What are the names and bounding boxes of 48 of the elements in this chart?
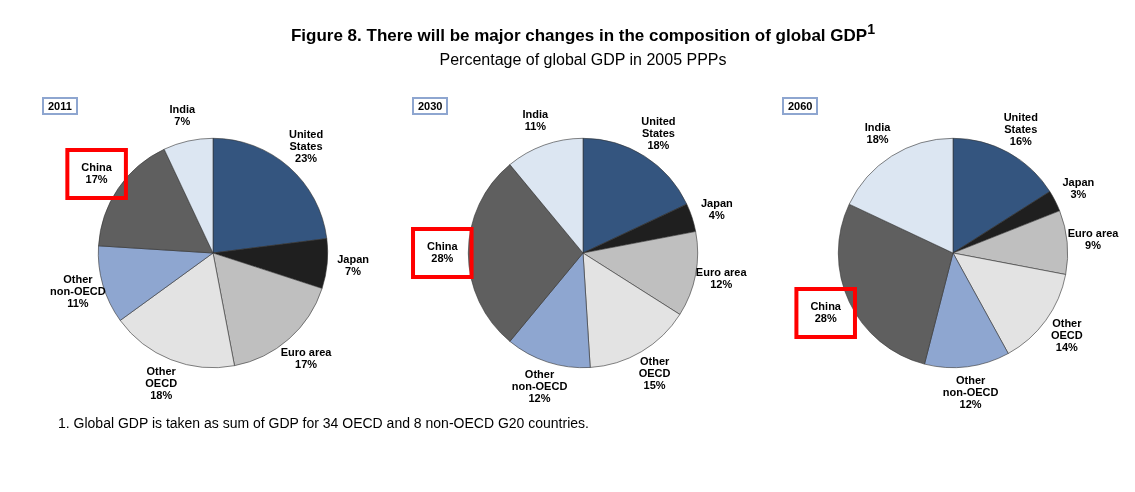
data-label: 11% — [67, 297, 89, 310]
slice-label: China — [427, 240, 459, 253]
data-label: 12% — [528, 391, 551, 404]
slice-label: United States — [641, 115, 676, 140]
data-label: 28% — [431, 252, 454, 265]
slice-label: Euro area — [695, 266, 748, 279]
data-label: 18% — [647, 139, 670, 152]
data-label: 18% — [150, 388, 173, 401]
data-label: 12% — [959, 397, 982, 410]
slice-label: India — [169, 102, 197, 115]
data-label: 15% — [643, 379, 666, 392]
text: 2060 — [782, 97, 819, 115]
chart-subtitle: Percentage of global GDP in 2005 PPPs — [438, 51, 728, 69]
slice-label: Other OECD — [1050, 316, 1083, 341]
slice-label: India — [864, 121, 892, 134]
slice-label: Euro area — [1067, 226, 1120, 239]
data-label: 14% — [1055, 340, 1079, 353]
slice-label: Japan — [700, 196, 733, 209]
data-label: 28% — [814, 311, 837, 324]
slice-label: United States — [288, 128, 324, 153]
slice-label: China — [81, 160, 113, 173]
data-label: 16% — [1009, 134, 1032, 147]
data-label: 23% — [295, 152, 318, 165]
slice-label: Other OECD — [638, 355, 671, 380]
slice-label: Other non-OECD — [511, 367, 568, 392]
data-label: 7% — [174, 114, 191, 127]
slice-label: Other non-OECD — [942, 373, 999, 398]
text: 2030 — [412, 97, 449, 115]
data-label: 9% — [1085, 238, 1102, 251]
slice-label: China — [810, 299, 842, 312]
data-label: 4% — [708, 208, 725, 221]
data-label: 3% — [1070, 188, 1087, 201]
slice-label: Japan — [1062, 176, 1095, 189]
slice-label: Japan — [337, 253, 370, 266]
slice-label: United States — [1003, 110, 1038, 135]
text: 2011 — [42, 97, 78, 115]
slice-label: Other non-OECD — [50, 273, 106, 298]
data-label: 12% — [710, 278, 733, 291]
data-label: 7% — [345, 265, 362, 278]
data-label: 17% — [295, 357, 318, 370]
data-label: 11% — [524, 119, 547, 132]
data-label: 17% — [85, 172, 108, 185]
text: 1. Global GDP is taken as sum of GDP for 34 OECD and 8 non-OECD G20 countries. — [58, 415, 589, 431]
chart-title: Figure 8. There will be major changes in the composition of global GDP$^{1}$ — [289, 21, 877, 46]
slice-label: Euro area — [280, 345, 333, 358]
slice-label: India — [522, 107, 550, 120]
slice-label: Other OECD — [145, 364, 178, 389]
data-label: 18% — [866, 133, 889, 146]
